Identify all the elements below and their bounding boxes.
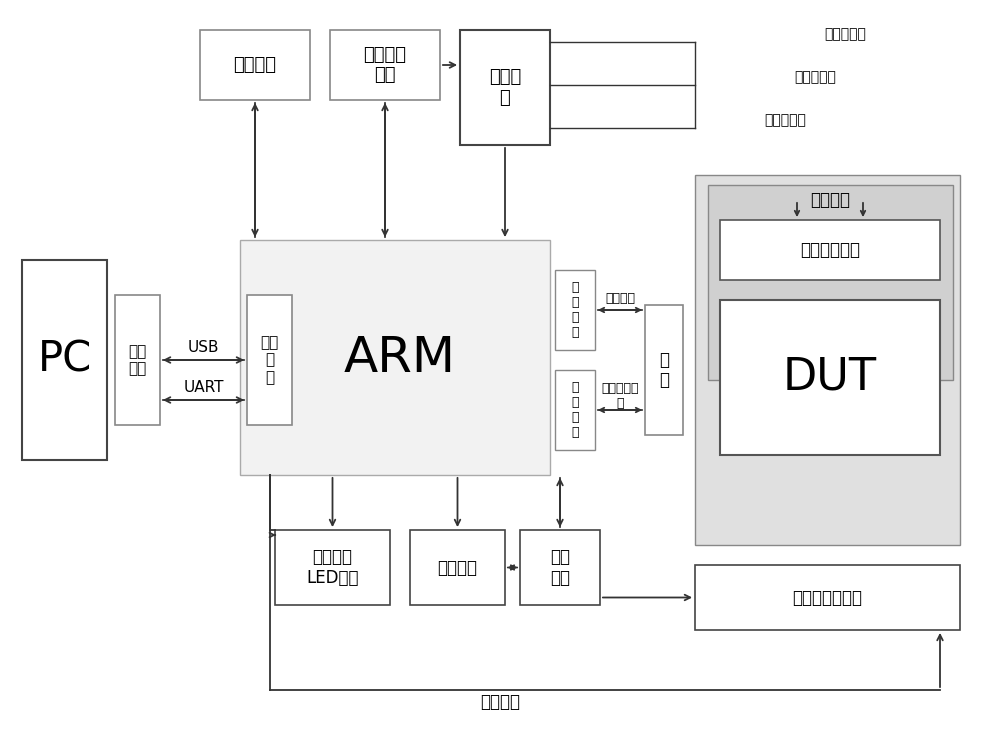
Bar [22,260,107,460]
Bar [275,530,390,605]
Text: 烧
录
接
口: 烧 录 接 口 [571,281,579,339]
Text: 高精度温控装置: 高精度温控装置 [792,589,862,607]
Text: PC: PC [37,339,92,381]
Text: 烧录电源三: 烧录电源三 [764,113,806,127]
Text: UART: UART [183,381,224,395]
Bar [520,530,600,605]
Text: 烧录电源一: 烧录电源一 [824,27,866,41]
Bar [410,530,505,605]
Bar [695,175,960,545]
Text: 温控总线: 温控总线 [480,693,520,711]
Bar [330,30,440,100]
Text: 高低温筱: 高低温筱 [810,191,850,209]
Text: 通道
切换: 通道 切换 [550,548,570,587]
Text: 数据存储: 数据存储 [234,56,276,74]
Bar [555,370,595,450]
Text: 数据通信总
线: 数据通信总 线 [601,382,639,410]
Bar [460,30,550,145]
Text: 通信
接口: 通信 接口 [128,344,147,376]
Bar [555,270,595,350]
Text: 烧录电源二: 烧录电源二 [794,70,836,84]
Text: ARM: ARM [344,334,456,381]
Text: 通道切
换: 通道切 换 [489,68,521,107]
Text: 烧录电源
系统: 烧录电源 系统 [364,45,406,84]
Text: 数
据
接
口: 数 据 接 口 [571,381,579,439]
Text: 蜂鸣器、
LED指示: 蜂鸣器、 LED指示 [306,548,359,587]
Bar [695,565,960,630]
Bar [720,300,940,455]
Bar [720,220,940,280]
Bar [240,240,550,475]
Text: 通信
模
块: 通信 模 块 [260,335,279,385]
Bar [708,185,953,380]
Text: USB: USB [188,340,219,356]
Text: 烧录总线: 烧录总线 [605,291,635,305]
Text: 供电模块: 供电模块 [438,559,478,577]
Bar [247,295,292,425]
Text: DUT: DUT [783,356,877,399]
Text: 温度测量模块: 温度测量模块 [800,241,860,259]
Text: 接
口: 接 口 [659,351,669,389]
Bar [115,295,160,425]
Bar [200,30,310,100]
Bar [645,305,683,435]
